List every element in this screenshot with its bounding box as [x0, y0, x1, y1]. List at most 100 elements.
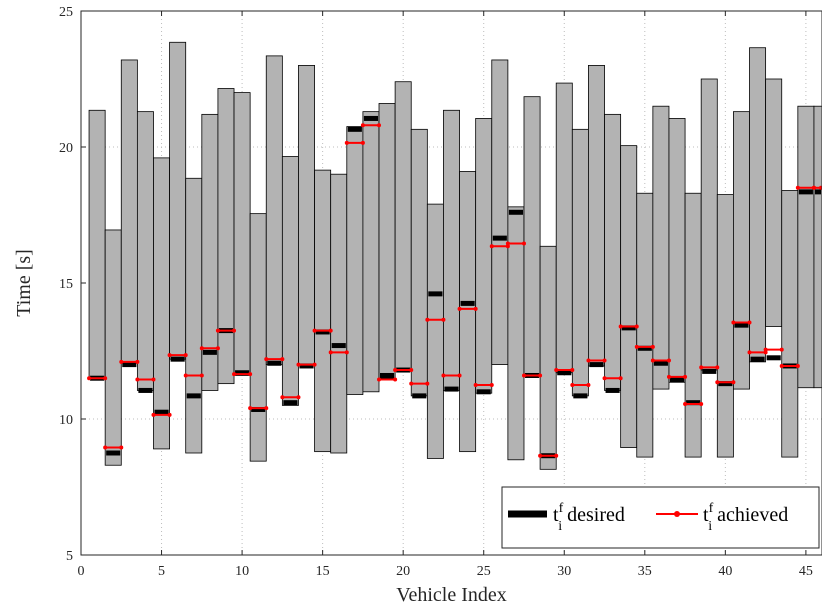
achieved-marker-dot	[377, 377, 382, 382]
time-window-bar	[281, 156, 299, 406]
achieved-marker-dot	[119, 445, 124, 450]
achieved-marker-dot	[811, 185, 816, 190]
time-window-bar	[716, 194, 734, 458]
achieved-marker-dot	[215, 346, 220, 351]
time-window-bar	[588, 65, 605, 367]
x-tick-label: 20	[396, 564, 410, 579]
time-window-bar	[733, 111, 750, 390]
time-window-bar	[749, 47, 767, 363]
achieved-marker-dot	[489, 383, 494, 387]
time-window-bar	[314, 169, 332, 453]
x-tick-label: 35	[638, 564, 652, 579]
time-window-bar	[443, 109, 460, 391]
legend-achieved-label: tf i achieved	[703, 501, 788, 534]
achieved-marker-dot	[296, 362, 301, 367]
time-window-bar	[684, 192, 702, 458]
achieved-marker-dot	[409, 381, 414, 386]
time-window-bar	[539, 245, 557, 470]
time-window-bar	[668, 118, 686, 383]
achieved-marker-dot	[505, 241, 510, 246]
time-windows	[88, 41, 822, 470]
achieved-marker-dot	[183, 353, 188, 358]
achieved-marker-dot	[747, 320, 752, 325]
time-window-bar	[233, 92, 251, 376]
achieved-marker-dot	[473, 383, 478, 387]
achieved-marker-dot	[264, 406, 269, 411]
time-window-bar	[652, 105, 670, 390]
achieved-marker-dot	[151, 377, 156, 382]
achieved-marker-dot	[666, 374, 671, 379]
achieved-marker-dot	[779, 347, 784, 352]
achieved-marker-dot	[521, 373, 526, 378]
achieved-marker-dot	[248, 406, 253, 411]
x-tick-label: 40	[718, 564, 732, 579]
time-window-bar	[346, 126, 364, 395]
achieved-marker-dot	[570, 368, 575, 373]
time-window-bar	[378, 103, 396, 379]
time-window-bar	[636, 192, 654, 458]
achieved-marker-dot	[683, 374, 688, 379]
time-window-bar	[765, 78, 783, 327]
achieved-marker-dot	[167, 353, 172, 358]
achieved-marker-dot	[715, 365, 720, 370]
achieved-marker-dot	[779, 363, 784, 368]
x-tick-label: 15	[316, 564, 330, 579]
y-tick-label: 10	[59, 413, 73, 428]
achieved-marker-dot	[393, 368, 398, 373]
achieved-marker-dot	[634, 344, 639, 349]
time-window-bar	[362, 111, 380, 393]
time-window-bar	[185, 177, 203, 454]
time-window-bar	[507, 206, 525, 461]
achieved-marker-dot	[795, 185, 800, 190]
time-window-bar	[136, 111, 154, 391]
time-window-bar	[604, 113, 622, 391]
y-axis-label: Time [s]	[13, 249, 35, 317]
time-window-bar	[571, 128, 589, 397]
achieved-marker-dot	[425, 317, 430, 322]
achieved-markers	[87, 123, 822, 458]
time-window-bar	[249, 213, 267, 462]
y-tick-label: 5	[66, 549, 73, 564]
time-window-bar	[265, 55, 283, 366]
y-tick-label: 20	[59, 141, 73, 156]
achieved-marker-dot	[763, 347, 768, 352]
achieved-marker-dot	[731, 380, 736, 385]
x-tick-label: 30	[557, 564, 571, 579]
legend-achieved-base: t	[703, 504, 709, 526]
time-window-bar	[330, 173, 348, 454]
achieved-marker-dot	[683, 402, 688, 407]
achieved-marker-dot	[618, 324, 623, 329]
achieved-marker-dot	[135, 359, 140, 364]
achieved-marker-dot	[715, 380, 720, 385]
achieved-marker-dot	[473, 306, 478, 311]
time-window-bar	[104, 229, 122, 466]
legend-desired-base: t	[553, 504, 559, 526]
time-window-bar	[475, 118, 493, 394]
achieved-marker-dot	[409, 368, 414, 373]
y-tick-label: 25	[59, 5, 73, 20]
achieved-marker-dot	[393, 377, 398, 382]
achieved-marker-dot	[296, 395, 301, 400]
achieved-marker-dot	[602, 376, 607, 381]
x-axis-label: Vehicle Index	[396, 584, 507, 606]
legend: tf i desired tf i achieved	[501, 486, 820, 549]
achieved-marker-dot	[666, 358, 671, 363]
achieved-marker-dot	[650, 344, 655, 349]
y-tick-label: 15	[59, 277, 73, 292]
x-tick-label: 45	[799, 564, 813, 579]
achieved-marker-dot	[570, 383, 575, 387]
time-window-bar	[555, 82, 573, 374]
time-window-bar	[153, 157, 170, 450]
time-window-bar	[394, 81, 412, 372]
time-window-bar	[298, 65, 315, 366]
achieved-marker-dot	[232, 328, 237, 333]
time-window-bar	[781, 190, 799, 458]
achieved-marker-dot	[312, 328, 317, 333]
achieved-marker-dot	[538, 453, 543, 458]
time-window-bar	[169, 41, 187, 360]
time-window-bar	[620, 145, 638, 448]
achieved-marker-dot	[819, 185, 822, 190]
achieved-marker-dot	[586, 383, 591, 387]
legend-achieved-marker	[674, 511, 680, 517]
achieved-marker-dot	[280, 395, 285, 400]
